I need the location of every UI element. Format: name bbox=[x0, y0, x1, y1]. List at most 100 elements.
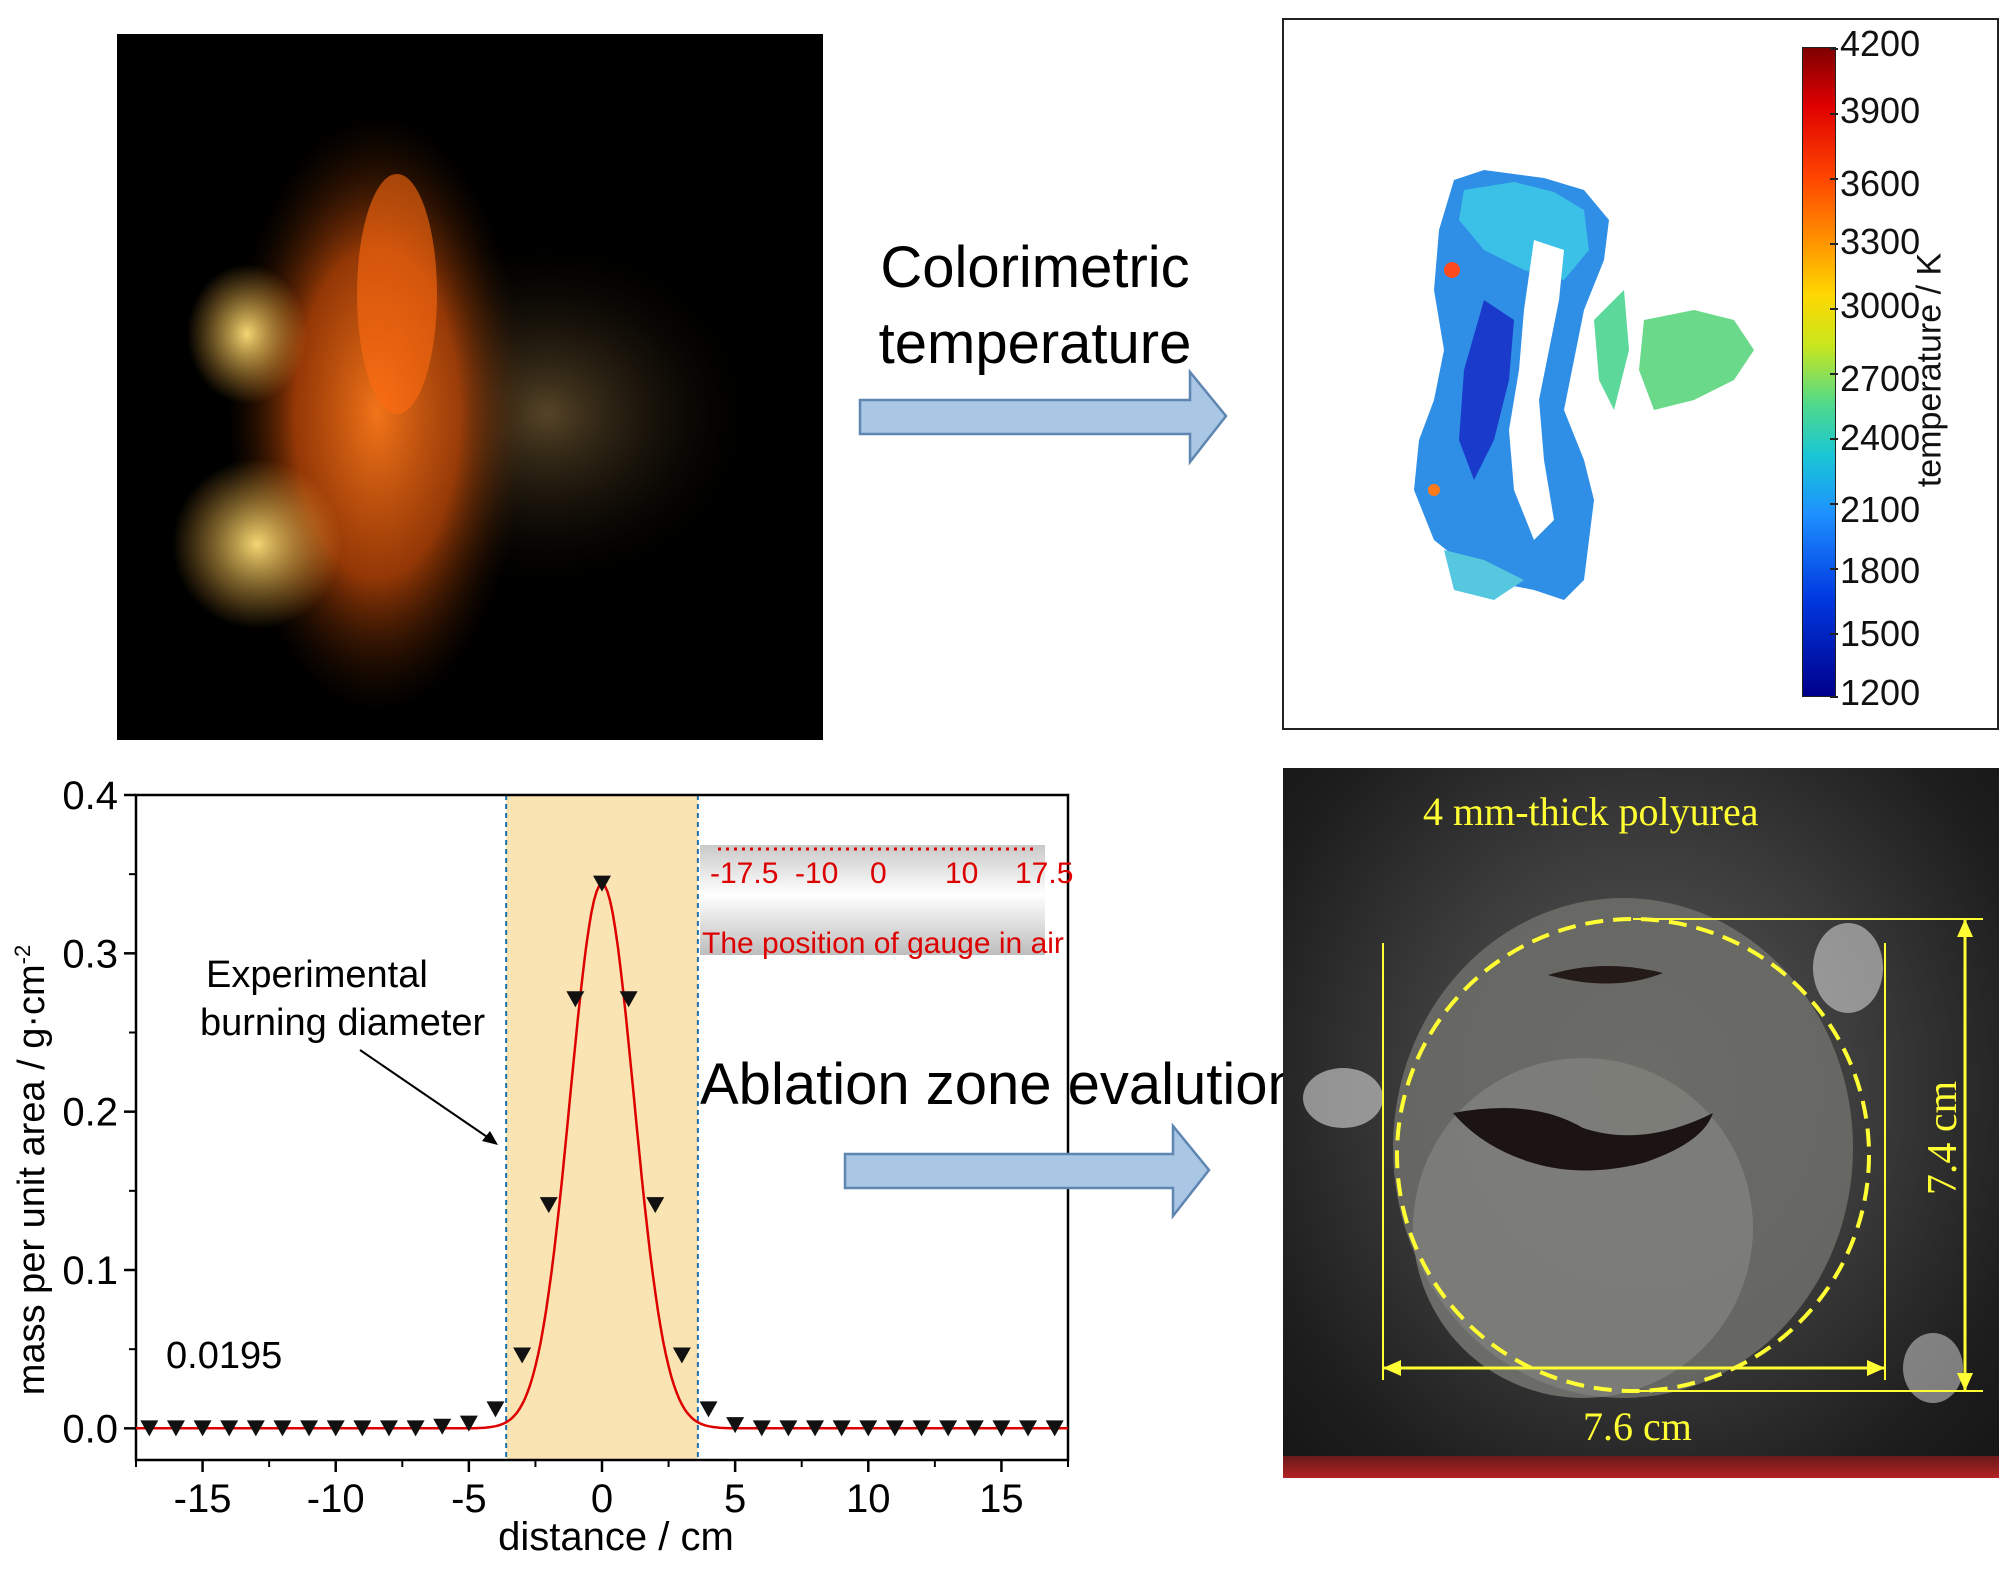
inset-gauge-panel bbox=[700, 845, 1045, 955]
data-point bbox=[939, 1420, 958, 1437]
data-point bbox=[300, 1420, 319, 1437]
data-point bbox=[273, 1420, 292, 1437]
y-tick-label: 0.3 bbox=[62, 932, 118, 976]
flame-image bbox=[172, 114, 747, 714]
x-tick-label: 0 bbox=[591, 1477, 613, 1521]
burning-diameter-region bbox=[506, 795, 698, 1460]
colorbar-tick-label: 3600 bbox=[1840, 163, 1921, 204]
specimen-floor bbox=[1283, 1456, 1999, 1478]
colorbar-tickmark bbox=[1830, 568, 1838, 570]
y-tick-label: 0.4 bbox=[62, 774, 118, 818]
data-point bbox=[619, 991, 638, 1008]
x-tick-label: -15 bbox=[174, 1477, 232, 1521]
data-point bbox=[726, 1417, 745, 1434]
data-point bbox=[992, 1420, 1011, 1437]
inset-scale-label: -10 bbox=[795, 857, 838, 890]
x-tick-label: -10 bbox=[307, 1477, 365, 1521]
data-point bbox=[486, 1401, 505, 1418]
temperature-map-panel bbox=[1282, 18, 1999, 730]
colorimetric-line2: temperature bbox=[878, 311, 1192, 376]
y-tick-label: 0.2 bbox=[62, 1091, 118, 1135]
callout-line1: Experimental bbox=[206, 954, 428, 996]
data-point bbox=[1019, 1420, 1038, 1437]
data-point bbox=[965, 1420, 984, 1437]
data-point bbox=[140, 1420, 159, 1437]
colorbar-tick-label: 3900 bbox=[1840, 90, 1921, 131]
colorbar-tick-label: 2700 bbox=[1840, 358, 1921, 399]
inset-scale-label: 17.5 bbox=[1015, 857, 1073, 890]
inset-scale-label: -17.5 bbox=[710, 857, 778, 890]
specimen-photo: 4 mm-thick polyurea 7.6 cm 7.4 cm bbox=[1283, 768, 1999, 1478]
data-point bbox=[193, 1420, 212, 1437]
colorbar-tick-label: 1800 bbox=[1840, 550, 1921, 591]
colorbar-tickmark bbox=[1830, 243, 1838, 245]
x-tick-label: 15 bbox=[979, 1477, 1024, 1521]
data-point bbox=[885, 1420, 904, 1437]
colorbar-tickmark bbox=[1830, 438, 1838, 440]
data-point bbox=[672, 1347, 691, 1364]
data-point bbox=[593, 875, 611, 892]
x-tick-label: 5 bbox=[724, 1477, 746, 1521]
inset-caption: The position of gauge in air bbox=[702, 927, 1064, 960]
colorbar-tickmark bbox=[1830, 696, 1838, 698]
colorbar-tickmark bbox=[1830, 48, 1838, 50]
data-point bbox=[513, 1347, 532, 1364]
y-tick-label: 0.1 bbox=[62, 1249, 118, 1293]
data-point bbox=[326, 1420, 345, 1437]
colorbar-title: temperature / K bbox=[1910, 252, 1949, 488]
colorbar-tick-label: 1200 bbox=[1840, 672, 1921, 713]
data-point bbox=[646, 1197, 665, 1214]
inset-scale-label: 10 bbox=[945, 857, 978, 890]
data-point bbox=[566, 991, 585, 1008]
colorbar-tick-label: 4200 bbox=[1840, 23, 1921, 64]
colorbar-tickmark bbox=[1830, 308, 1838, 310]
callout-arrow bbox=[359, 1049, 497, 1144]
inset-scale-label: 0 bbox=[870, 857, 887, 890]
specimen-image bbox=[1303, 898, 1983, 1403]
colorimetric-line1: Colorimetric bbox=[880, 235, 1190, 300]
data-point bbox=[220, 1420, 239, 1437]
data-point bbox=[699, 1401, 718, 1418]
colorbar-tick-label: 3300 bbox=[1840, 221, 1921, 262]
data-point bbox=[779, 1420, 798, 1437]
colorbar-tickmark bbox=[1830, 633, 1838, 635]
x-axis-label: distance / cm bbox=[498, 1515, 734, 1559]
ablation-label: Ablation zone evalution bbox=[700, 1052, 1300, 1117]
mass-distribution-chart: -15 -10 -5 0 5 10 15 0.0 0.1 0.2 0.3 0.4 -17.5 -10 0 10… bbox=[10, 774, 1073, 1559]
baseline-annotation: 0.0195 bbox=[166, 1335, 282, 1377]
y-axis-label-text: mass per unit area / g·cm bbox=[11, 964, 53, 1395]
x-tick-label: -5 bbox=[451, 1477, 487, 1521]
colorbar-tick-label: 2400 bbox=[1840, 417, 1921, 458]
data-point bbox=[752, 1420, 771, 1437]
data-point bbox=[459, 1415, 478, 1432]
y-axis-label-superscript: -2 bbox=[10, 945, 35, 965]
right-arrow-bottom bbox=[843, 1122, 1211, 1220]
flame-photo bbox=[117, 34, 823, 740]
data-point bbox=[806, 1420, 825, 1437]
colorbar bbox=[1802, 47, 1836, 697]
data-point bbox=[912, 1420, 931, 1437]
data-point bbox=[406, 1420, 425, 1437]
callout-arrowhead bbox=[482, 1131, 498, 1145]
temperature-map-image bbox=[1414, 170, 1754, 600]
y-axis-label: mass per unit area / g·cm-2 bbox=[10, 945, 53, 1395]
colorimetric-label: Colorimetric temperature bbox=[870, 230, 1200, 382]
data-point bbox=[353, 1420, 372, 1437]
data-point bbox=[1045, 1420, 1064, 1437]
width-dimension-label: 7.6 cm bbox=[1583, 1404, 1692, 1449]
data-point bbox=[859, 1420, 878, 1437]
colorbar-tick-label: 2100 bbox=[1840, 489, 1921, 530]
data-point bbox=[166, 1420, 185, 1437]
callout-line2: burning diameter bbox=[200, 1002, 486, 1044]
data-point bbox=[832, 1420, 851, 1437]
data-point bbox=[433, 1418, 452, 1435]
specimen-title: 4 mm-thick polyurea bbox=[1423, 789, 1759, 834]
colorbar-tick-label: 1500 bbox=[1840, 613, 1921, 654]
colorbar-tickmark bbox=[1830, 373, 1838, 375]
right-arrow-top bbox=[858, 368, 1228, 466]
colorbar-tickmark bbox=[1830, 503, 1838, 505]
colorbar-tick-label: 3000 bbox=[1840, 285, 1921, 326]
data-point bbox=[379, 1420, 398, 1437]
colorbar-tickmark bbox=[1830, 178, 1838, 180]
height-dimension-label: 7.4 cm bbox=[1920, 1080, 1966, 1196]
